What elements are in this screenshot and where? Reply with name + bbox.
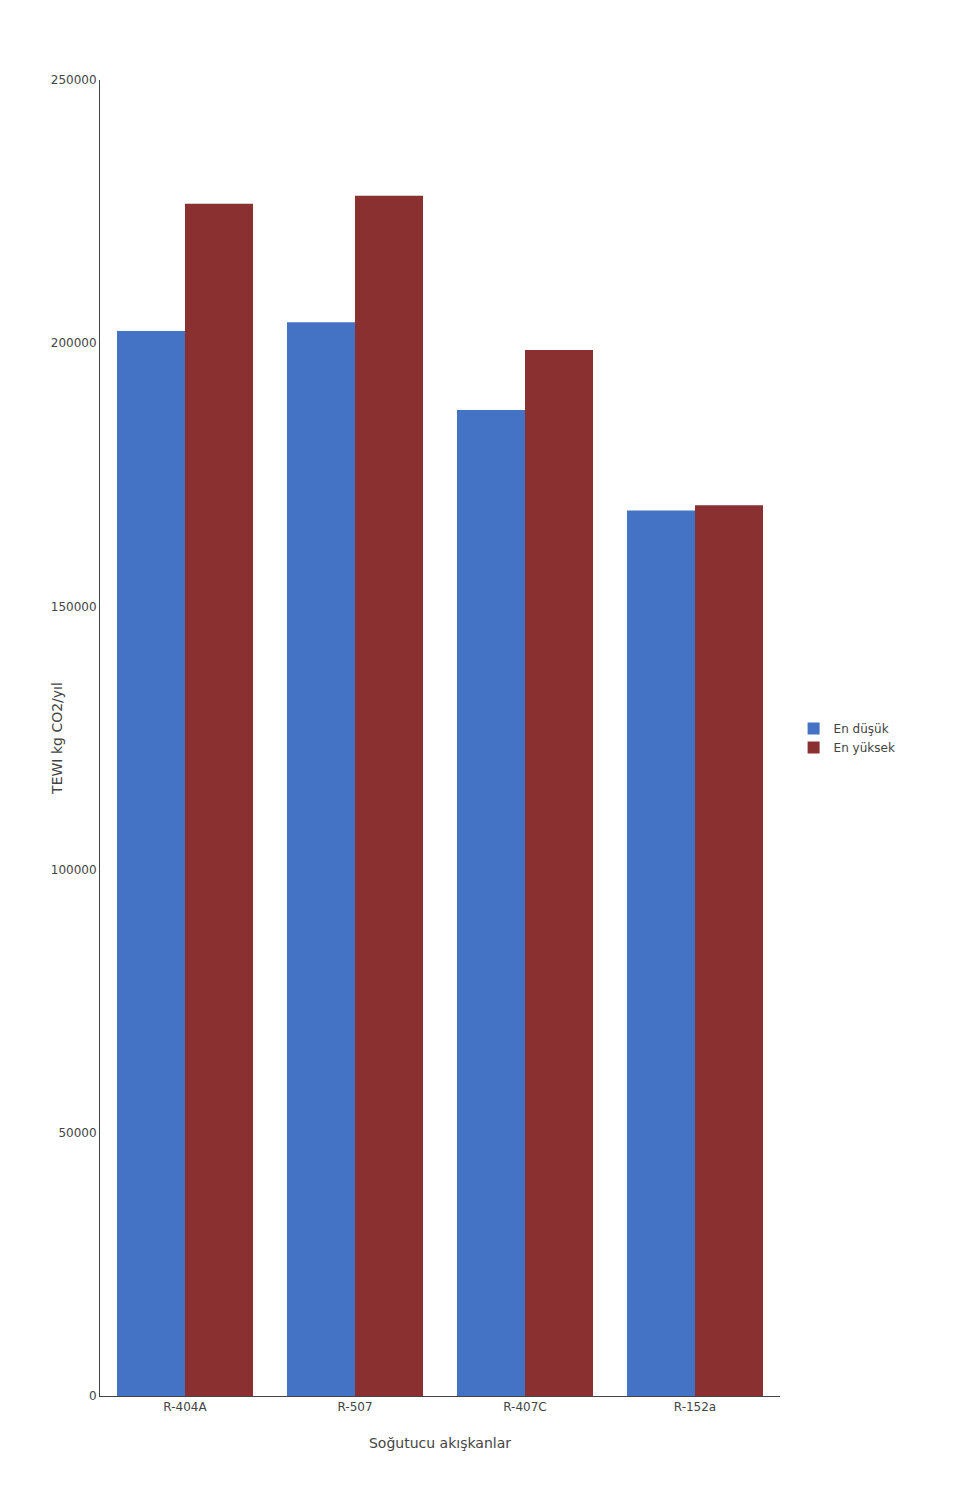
svg-text:R-404A: R-404A <box>163 1400 207 1414</box>
svg-text:R-152a: R-152a <box>674 1400 716 1414</box>
svg-text:R-507: R-507 <box>337 1400 372 1414</box>
svg-text:0: 0 <box>89 1389 97 1403</box>
svg-text:En düşük: En düşük <box>834 722 889 736</box>
svg-text:En yüksek: En yüksek <box>834 741 895 755</box>
svg-text:250000: 250000 <box>51 73 97 87</box>
svg-text:150000: 150000 <box>51 600 97 614</box>
svg-text:R-407C: R-407C <box>503 1400 546 1414</box>
svg-text:200000: 200000 <box>51 336 97 350</box>
svg-text:100000: 100000 <box>51 863 97 877</box>
svg-text:TEWI kg CO2/yıl: TEWI kg CO2/yıl <box>49 682 65 795</box>
svg-text:50000: 50000 <box>58 1126 96 1140</box>
svg-text:Soğutucu akışkanlar: Soğutucu akışkanlar <box>369 1435 511 1451</box>
